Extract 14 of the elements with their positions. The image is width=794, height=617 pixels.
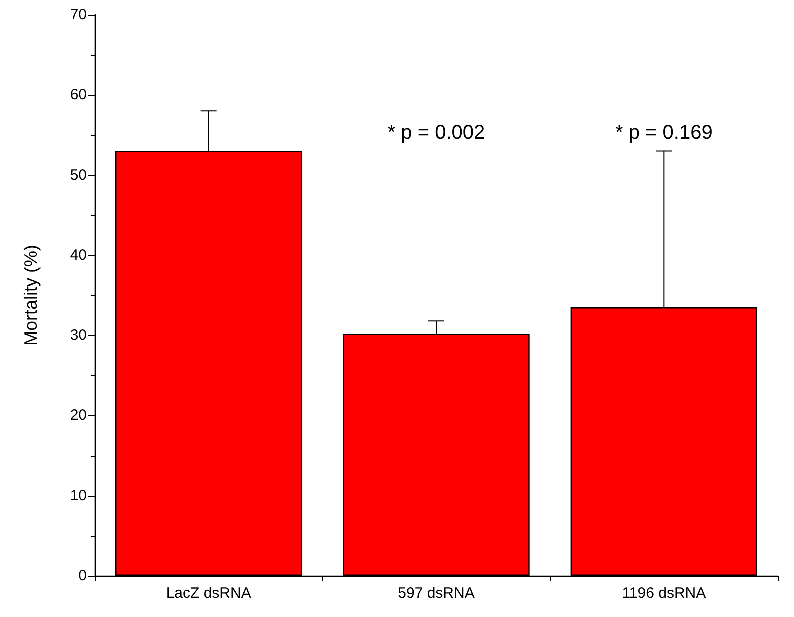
y-axis-title: Mortality (%) <box>21 244 41 346</box>
y-tick-label: 40 <box>70 246 87 264</box>
x-tick-label: 597 dsRNA <box>398 585 475 602</box>
x-tick-label: 1196 dsRNA <box>622 585 706 602</box>
annotation: * p = 0.169 <box>616 122 713 144</box>
y-tick-label: 60 <box>70 86 87 104</box>
y-tick-label: 70 <box>70 6 87 24</box>
y-tick-label: 0 <box>78 568 87 584</box>
y-tick-label: 10 <box>70 487 87 504</box>
x-tick-label: LacZ dsRNA <box>166 585 252 602</box>
y-tick-label: 30 <box>70 327 87 344</box>
y-tick-label: 50 <box>70 166 87 184</box>
y-tick-label: 20 <box>70 407 87 424</box>
annotation: * p = 0.002 <box>388 122 486 144</box>
